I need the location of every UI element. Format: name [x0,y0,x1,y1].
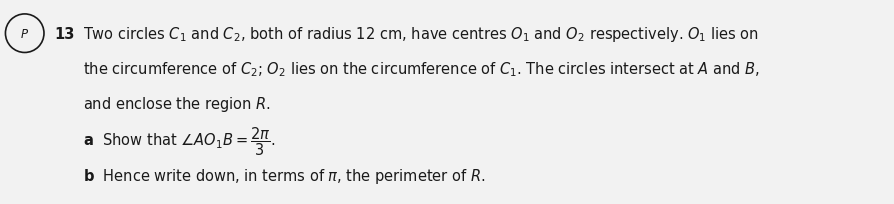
Text: Two circles $C_1$ and $C_2$, both of radius 12 cm, have centres $O_1$ and $O_2$ : Two circles $C_1$ and $C_2$, both of rad… [83,24,760,43]
Text: $\mathbf{c}$  Find the area of $R$, giving your answer to 3 significant figures.: $\mathbf{c}$ Find the area of $R$, givin… [83,202,555,204]
Text: $\mathbf{b}$  Hence write down, in terms of $\pi$, the perimeter of $R$.: $\mathbf{b}$ Hence write down, in terms … [83,166,486,185]
Text: P: P [21,28,29,41]
Text: and enclose the region $R$.: and enclose the region $R$. [83,94,271,113]
Text: $\mathbf{a}$  Show that $\angle AO_1B = \dfrac{2\pi}{3}$.: $\mathbf{a}$ Show that $\angle AO_1B = \… [83,125,275,157]
Text: 13: 13 [55,27,75,41]
Text: the circumference of $C_2$; $O_2$ lies on the circumference of $C_1$. The circle: the circumference of $C_2$; $O_2$ lies o… [83,60,760,78]
